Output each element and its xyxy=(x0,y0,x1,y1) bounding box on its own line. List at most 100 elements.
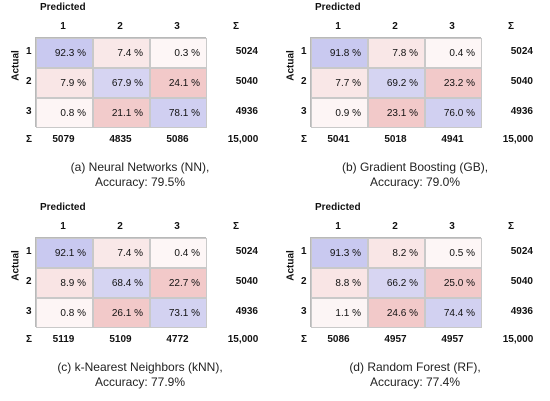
sum-row-label: Σ xyxy=(26,334,33,345)
column-label: 1 xyxy=(335,21,341,32)
sum-row-label: Σ xyxy=(301,334,308,345)
matrix-cell: 0.5 % xyxy=(425,238,482,268)
matrix-cell: 0.4 % xyxy=(150,238,207,268)
sum-column-label: Σ xyxy=(507,21,514,32)
actual-axis-label: Actual xyxy=(285,50,297,81)
row-sum: 4936 xyxy=(510,306,533,317)
caption-accuracy: Accuracy: 77.9% xyxy=(94,375,186,389)
column-label: 2 xyxy=(117,21,123,32)
matrix-cell: 69.2 % xyxy=(368,68,425,98)
panel-caption: (a) Neural Networks (NN), Accuracy: 79.5% xyxy=(20,160,260,190)
matrix-cell: 8.9 % xyxy=(36,268,93,298)
matrix-cell: 21.1 % xyxy=(93,98,150,128)
grand-total: 15,000 xyxy=(502,134,534,145)
matrix-cell: 7.8 % xyxy=(368,38,425,68)
column-sum: 4835 xyxy=(109,134,132,145)
row-label: 2 xyxy=(301,76,307,87)
caption-title: (b) Gradient Boosting (GB), xyxy=(341,160,489,174)
column-sum: 5041 xyxy=(327,134,350,145)
matrix-cell: 7.7 % xyxy=(311,68,368,98)
matrix-cell: 73.1 % xyxy=(150,298,207,328)
column-sum: 4941 xyxy=(441,134,464,145)
matrix-cell: 8.8 % xyxy=(311,268,368,298)
actual-axis-label: Actual xyxy=(285,250,297,281)
row-sum: 4936 xyxy=(235,106,258,117)
row-label: 3 xyxy=(301,306,307,317)
row-sum: 5024 xyxy=(235,246,258,257)
confusion-matrix-grid: 92.3 % 7.4 % 0.3 % 7.9 % 67.9 % 24.1 % 0.8 % 21… xyxy=(35,37,207,128)
matrix-cell: 7.4 % xyxy=(93,38,150,68)
matrix-cell: 1.1 % xyxy=(311,298,368,328)
row-sum: 5040 xyxy=(235,276,258,287)
column-sum: 5086 xyxy=(166,134,189,145)
row-label: 3 xyxy=(26,306,32,317)
row-sum: 5024 xyxy=(510,46,533,57)
matrix-cell: 24.1 % xyxy=(150,68,207,98)
column-sum: 5079 xyxy=(52,134,75,145)
caption-title: (a) Neural Networks (NN), xyxy=(70,160,210,174)
caption-title: (c) k-Nearest Neighbors (kNN), xyxy=(57,360,223,374)
matrix-cell: 0.4 % xyxy=(425,38,482,68)
sum-column-label: Σ xyxy=(507,221,514,232)
matrix-cell: 92.1 % xyxy=(36,238,93,268)
matrix-cell: 0.8 % xyxy=(36,298,93,328)
predicted-axis-label: Predicted xyxy=(40,2,86,13)
matrix-cell: 92.3 % xyxy=(36,38,93,68)
predicted-axis-label: Predicted xyxy=(40,202,86,213)
matrix-cell: 25.0 % xyxy=(425,268,482,298)
confusion-matrix-panel: Predicted Actual 1 2 3 Σ 1 2 3 92.1 % 7.4 % 0.4 % 8.… xyxy=(0,200,275,400)
matrix-cell: 7.4 % xyxy=(93,238,150,268)
grand-total: 15,000 xyxy=(227,134,259,145)
column-label: 3 xyxy=(449,21,455,32)
column-sum: 5109 xyxy=(109,334,132,345)
row-label: 1 xyxy=(26,46,32,57)
matrix-cell: 23.2 % xyxy=(425,68,482,98)
column-sum: 5086 xyxy=(327,334,350,345)
matrix-cell: 76.0 % xyxy=(425,98,482,128)
row-sum: 5024 xyxy=(510,246,533,257)
row-label: 2 xyxy=(26,76,32,87)
column-sum: 4957 xyxy=(441,334,464,345)
actual-axis-label: Actual xyxy=(10,250,22,281)
sum-column-label: Σ xyxy=(232,221,239,232)
column-label: 3 xyxy=(174,221,180,232)
actual-axis-label: Actual xyxy=(10,50,22,81)
row-sum: 4936 xyxy=(510,106,533,117)
column-sum: 4772 xyxy=(166,334,189,345)
matrix-cell: 78.1 % xyxy=(150,98,207,128)
row-label: 3 xyxy=(301,106,307,117)
caption-title: (d) Random Forest (RF), xyxy=(349,360,481,374)
column-sum: 5018 xyxy=(384,134,407,145)
column-sum: 4957 xyxy=(384,334,407,345)
column-label: 1 xyxy=(335,221,341,232)
matrix-cell: 91.3 % xyxy=(311,238,368,268)
confusion-matrix-panel: Predicted Actual 1 2 3 Σ 1 2 3 92.3 % 7.4 % 0.3 % 7.… xyxy=(0,0,275,200)
column-label: 2 xyxy=(117,221,123,232)
column-label: 3 xyxy=(174,21,180,32)
confusion-matrix-grid: 91.3 % 8.2 % 0.5 % 8.8 % 66.2 % 25.0 % 1.1 % 24… xyxy=(310,237,482,328)
caption-accuracy: Accuracy: 79.0% xyxy=(369,175,461,189)
column-sum: 5119 xyxy=(52,334,75,345)
matrix-cell: 66.2 % xyxy=(368,268,425,298)
sum-row-label: Σ xyxy=(301,134,308,145)
sum-column-label: Σ xyxy=(232,21,239,32)
row-label: 3 xyxy=(26,106,32,117)
matrix-cell: 8.2 % xyxy=(368,238,425,268)
row-label: 1 xyxy=(26,246,32,257)
matrix-cell: 23.1 % xyxy=(368,98,425,128)
matrix-cell: 74.4 % xyxy=(425,298,482,328)
confusion-matrix-grid: 91.8 % 7.8 % 0.4 % 7.7 % 69.2 % 23.2 % 0.9 % 23… xyxy=(310,37,482,128)
confusion-matrix-grid: 92.1 % 7.4 % 0.4 % 8.9 % 68.4 % 22.7 % 0.8 % 26… xyxy=(35,237,207,328)
matrix-cell: 68.4 % xyxy=(93,268,150,298)
matrix-cell: 0.3 % xyxy=(150,38,207,68)
matrix-cell: 67.9 % xyxy=(93,68,150,98)
predicted-axis-label: Predicted xyxy=(315,2,361,13)
matrix-cell: 22.7 % xyxy=(150,268,207,298)
matrix-cell: 24.6 % xyxy=(368,298,425,328)
row-sum: 5040 xyxy=(510,276,533,287)
matrix-cell: 0.9 % xyxy=(311,98,368,128)
row-label: 2 xyxy=(26,276,32,287)
column-label: 3 xyxy=(449,221,455,232)
column-label: 1 xyxy=(60,221,66,232)
row-sum: 5040 xyxy=(235,76,258,87)
